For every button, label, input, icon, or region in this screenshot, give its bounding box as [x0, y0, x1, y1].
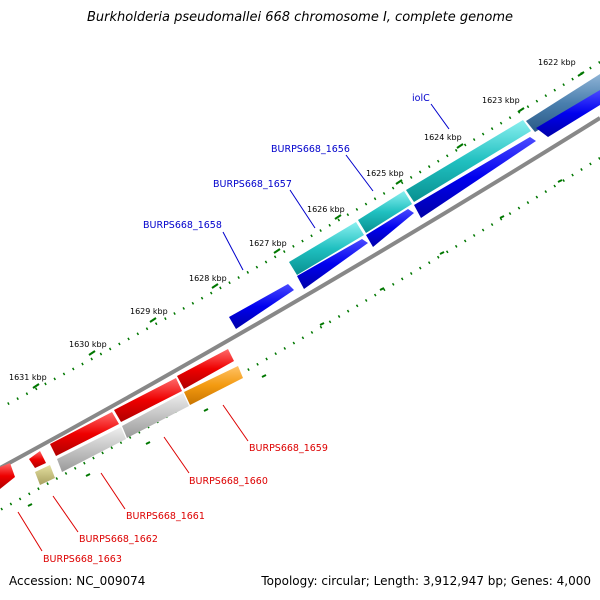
gene-feature-cog [122, 393, 189, 438]
reverse-gene-arrow [29, 451, 46, 468]
outer-tick-ring [0, 60, 600, 410]
reverse-gene-arrow [50, 412, 119, 456]
forward-cog-track [289, 74, 600, 275]
scale-label: 1624 kbp [424, 133, 462, 142]
reverse-gene-arrow [0, 463, 15, 489]
gene-feature-cog [184, 366, 243, 405]
genome-summary-text: Topology: circular; Length: 3,912,947 bp… [261, 574, 591, 588]
reverse-gene-labels: BURPS668_1659 BURPS668_1660 BURPS668_166… [43, 443, 328, 565]
gene-label[interactable]: BURPS668_1662 [79, 534, 158, 545]
gene-label[interactable]: BURPS668_1660 [189, 476, 268, 487]
scale-label: 1627 kbp [249, 239, 287, 248]
accession-text: Accession: NC_009074 [9, 574, 146, 588]
reverse-gene-arrow [114, 378, 182, 422]
gene-label[interactable]: BURPS668_1659 [249, 443, 328, 454]
gene-label[interactable]: BURPS668_1656 [271, 144, 350, 155]
gene-feature-cog [358, 191, 412, 233]
gene-feature-cog [35, 465, 55, 485]
scale-label: 1628 kbp [189, 274, 227, 283]
reverse-gene-arrow [177, 349, 234, 389]
gene-label[interactable]: BURPS668_1658 [143, 220, 222, 231]
gene-feature-cog [526, 74, 600, 132]
gene-feature-cog [406, 120, 531, 202]
reverse-strand-track [0, 349, 234, 489]
gene-label[interactable]: BURPS668_1661 [126, 511, 205, 522]
forward-gene-arrow [229, 284, 294, 329]
map-title: Burkholderia pseudomallei 668 chromosome… [86, 10, 514, 25]
scale-label: 1630 kbp [69, 340, 107, 349]
forward-gene-arrow [297, 239, 368, 289]
gene-label-iolC[interactable]: iolC [412, 93, 430, 104]
scale-label: 1625 kbp [366, 169, 404, 178]
scale-label: 1626 kbp [307, 205, 345, 214]
scale-labels: 1622 kbp 1623 kbp 1624 kbp 1625 kbp 1626… [9, 58, 576, 382]
forward-gene-arrow [536, 90, 600, 137]
gene-feature-cog [289, 222, 364, 275]
scale-label: 1631 kbp [9, 373, 47, 382]
gene-label[interactable]: BURPS668_1657 [213, 179, 292, 190]
scale-label: 1629 kbp [130, 307, 168, 316]
inner-tick-ring [0, 156, 600, 512]
forward-gene-arrow [414, 137, 536, 218]
scale-label: 1622 kbp [538, 58, 576, 67]
forward-gene-arrow [366, 209, 414, 247]
gene-label[interactable]: BURPS668_1663 [43, 554, 122, 565]
forward-strand-track [229, 90, 600, 329]
gene-feature-cog [57, 427, 126, 472]
label-leaders [17, 103, 450, 552]
reverse-cog-track [35, 366, 243, 485]
genome-backbone [0, 116, 600, 470]
forward-gene-labels: iolC BURPS668_1656 BURPS668_1657 BURPS66… [143, 93, 430, 231]
scale-label: 1623 kbp [482, 96, 520, 105]
